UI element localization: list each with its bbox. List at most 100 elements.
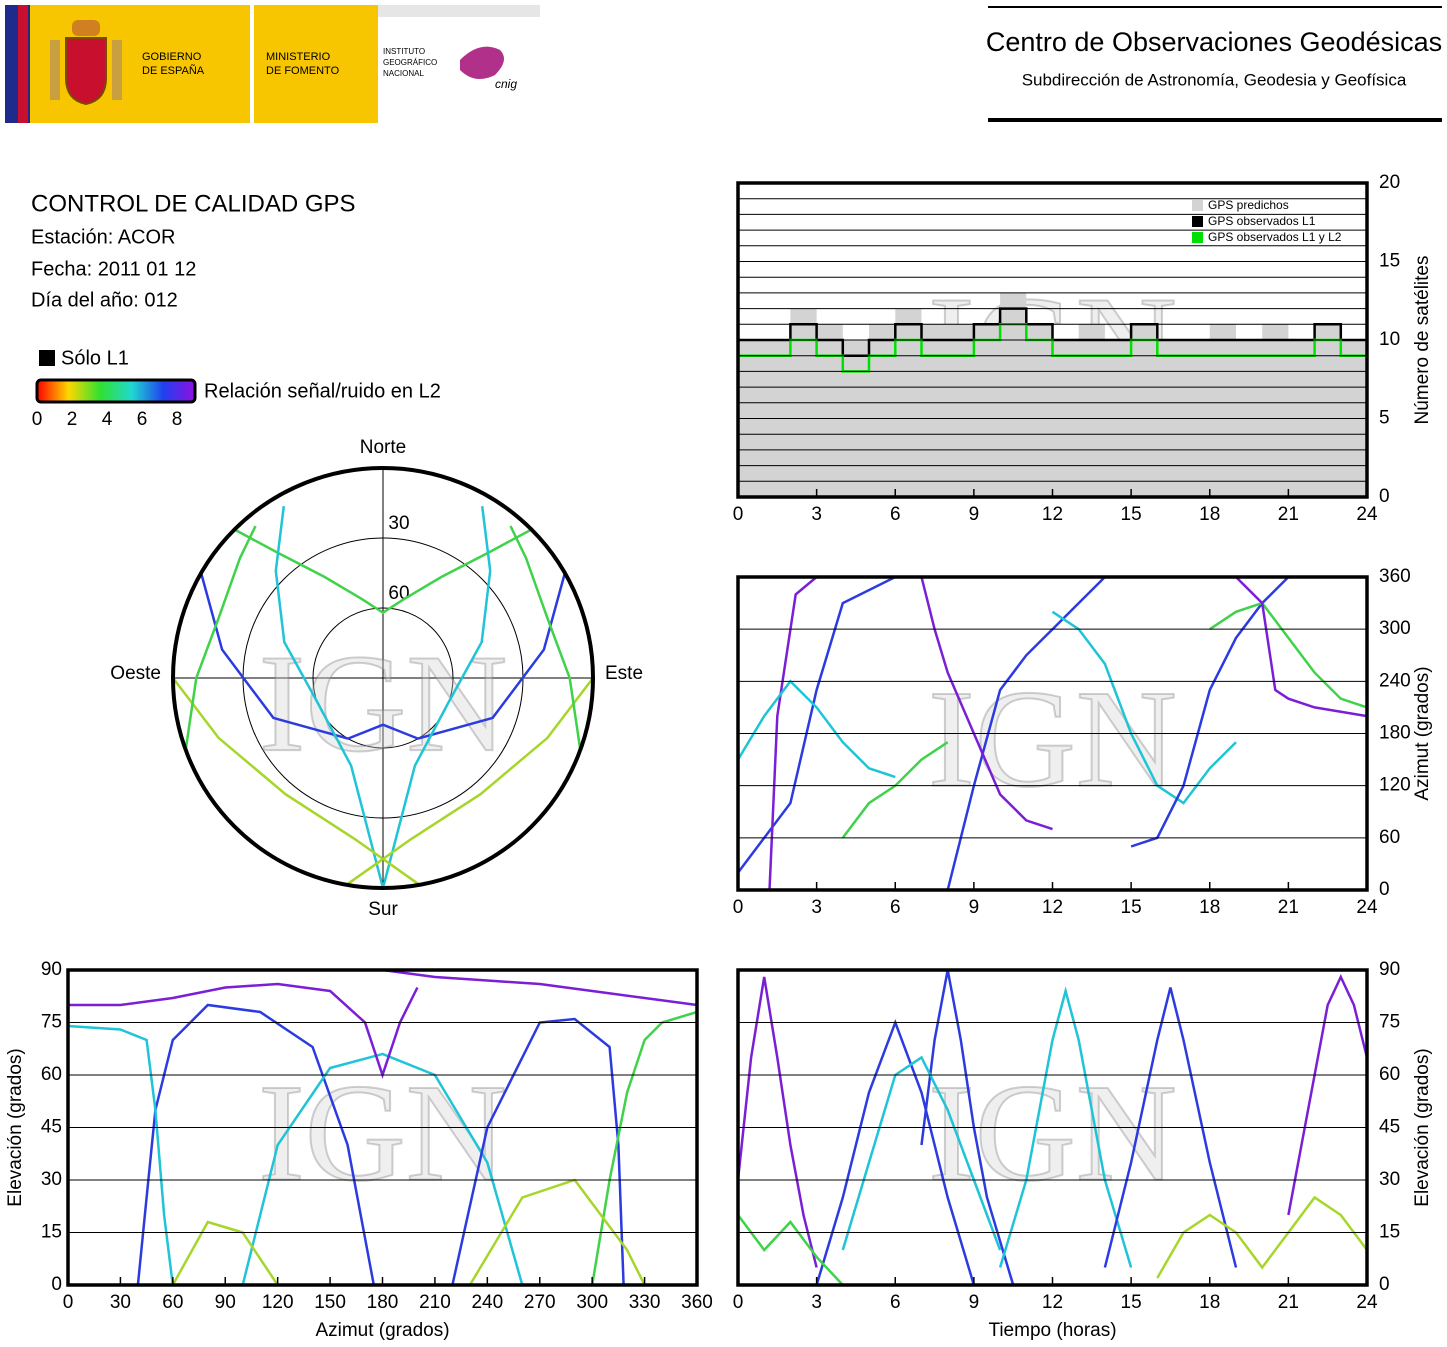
cnig-mark [460,46,504,79]
legend-label: GPS observados L1 [1208,214,1316,228]
y-tick-label: 45 [41,1117,62,1138]
report-doy: Día del año: 012 [31,289,178,311]
logo-text: GOBIERNO [142,51,202,63]
x-tick-label: 270 [524,1292,556,1313]
center-subtitle: Subdirección de Astronomía, Geodesia y G… [1022,70,1407,89]
track [233,528,533,615]
x-tick-label: 18 [1199,504,1220,525]
report-date: Fecha: 2011 01 12 [31,258,196,280]
center-title: Centro de Observaciones Geodésicas [986,27,1442,57]
y-tick-label: 60 [1379,827,1400,848]
x-tick-label: 21 [1278,504,1299,525]
logo-text: DE FOMENTO [266,65,340,77]
x-tick-label: 24 [1356,504,1378,525]
colorbar-tick-label: 4 [102,409,113,430]
colorbar-tick-label: 2 [67,409,78,430]
y-tick-label: 15 [1379,1222,1400,1243]
grid-ring [312,607,454,749]
y-tick-label: 0 [1379,1274,1390,1295]
legend-swatch [1192,232,1203,243]
x-tick-label: 9 [969,897,980,918]
logo-text: INSTITUTO [383,47,425,56]
x-tick-label: 3 [811,897,822,918]
watermark: IGN [928,662,1177,817]
track [736,1214,844,1286]
x-tick-label: 24 [1356,897,1378,918]
logo-text: MINISTERIO [266,51,331,63]
legend-swatch [1192,216,1203,227]
x-tick-label: 30 [110,1292,131,1313]
y-tick-label: 30 [1379,1169,1400,1190]
colorbar-tick-label: 8 [172,409,183,430]
track [1209,601,1368,709]
y-axis-label: Azimut (grados) [1412,666,1433,800]
track [172,677,421,886]
x-tick-label: 300 [576,1292,608,1313]
x-tick-label: 12 [1042,897,1063,918]
y-tick-label: 0 [51,1274,62,1295]
x-tick-label: 0 [733,504,744,525]
x-tick-label: 0 [733,897,744,918]
watermark: IGN [259,626,508,781]
x-tick-label: 330 [629,1292,661,1313]
x-tick-label: 24 [1356,1292,1378,1313]
track [1051,610,1237,805]
x-tick-label: 18 [1199,1292,1220,1313]
y-tick-label: 15 [41,1222,62,1243]
y-tick-label: 180 [1379,723,1411,744]
y-tick-label: 90 [41,959,62,980]
track [737,575,896,874]
colorbar-label: Relación señal/ruido en L2 [204,380,441,402]
x-tick-label: 60 [162,1292,183,1313]
x-tick-label: 15 [1121,1292,1142,1313]
logo-text: NACIONAL [383,69,424,78]
track [382,968,698,1007]
x-tick-label: 90 [215,1292,236,1313]
y-tick-label: 75 [1379,1012,1400,1033]
track [171,1220,279,1286]
y-tick-label: 45 [1379,1117,1400,1138]
logo-text: cnig [495,77,517,91]
gov-panel [30,5,250,123]
flag-stripe [18,5,28,123]
y-tick-label: 15 [1379,251,1400,272]
legend-label: Sólo L1 [61,347,129,369]
x-tick-label: 15 [1121,897,1142,918]
x-tick-label: 9 [969,504,980,525]
x-tick-label: 9 [969,1292,980,1313]
y-axis-label: Número de satélites [1412,256,1433,425]
legend-label: GPS predichos [1208,198,1289,212]
direction-label: Este [605,663,643,684]
x-tick-label: 150 [314,1292,346,1313]
x-tick-label: 15 [1121,504,1142,525]
track [1103,987,1238,1268]
y-tick-label: 120 [1379,775,1411,796]
direction-label: Oeste [110,663,161,684]
logo-text: GEOGRÁFICO [383,58,437,67]
x-tick-label: 240 [471,1292,503,1313]
colorbar-tick-label: 6 [137,409,148,430]
x-tick-label: 0 [63,1292,74,1313]
track [241,1052,524,1286]
y-tick-label: 75 [41,1012,62,1033]
x-tick-label: 3 [811,504,822,525]
track [1287,974,1369,1216]
y-tick-label: 360 [1379,566,1411,587]
x-tick-label: 6 [890,504,901,525]
y-tick-label: 5 [1379,408,1390,429]
x-tick-label: 12 [1042,1292,1063,1313]
y-tick-label: 60 [41,1064,62,1085]
track [274,506,385,889]
logo-text: DE ESPAÑA [142,64,205,77]
plot-frame [736,968,1369,1287]
x-tick-label: 6 [890,1292,901,1313]
track [736,679,896,779]
track [345,677,594,886]
track [736,976,818,1268]
x-tick-label: 6 [890,897,901,918]
